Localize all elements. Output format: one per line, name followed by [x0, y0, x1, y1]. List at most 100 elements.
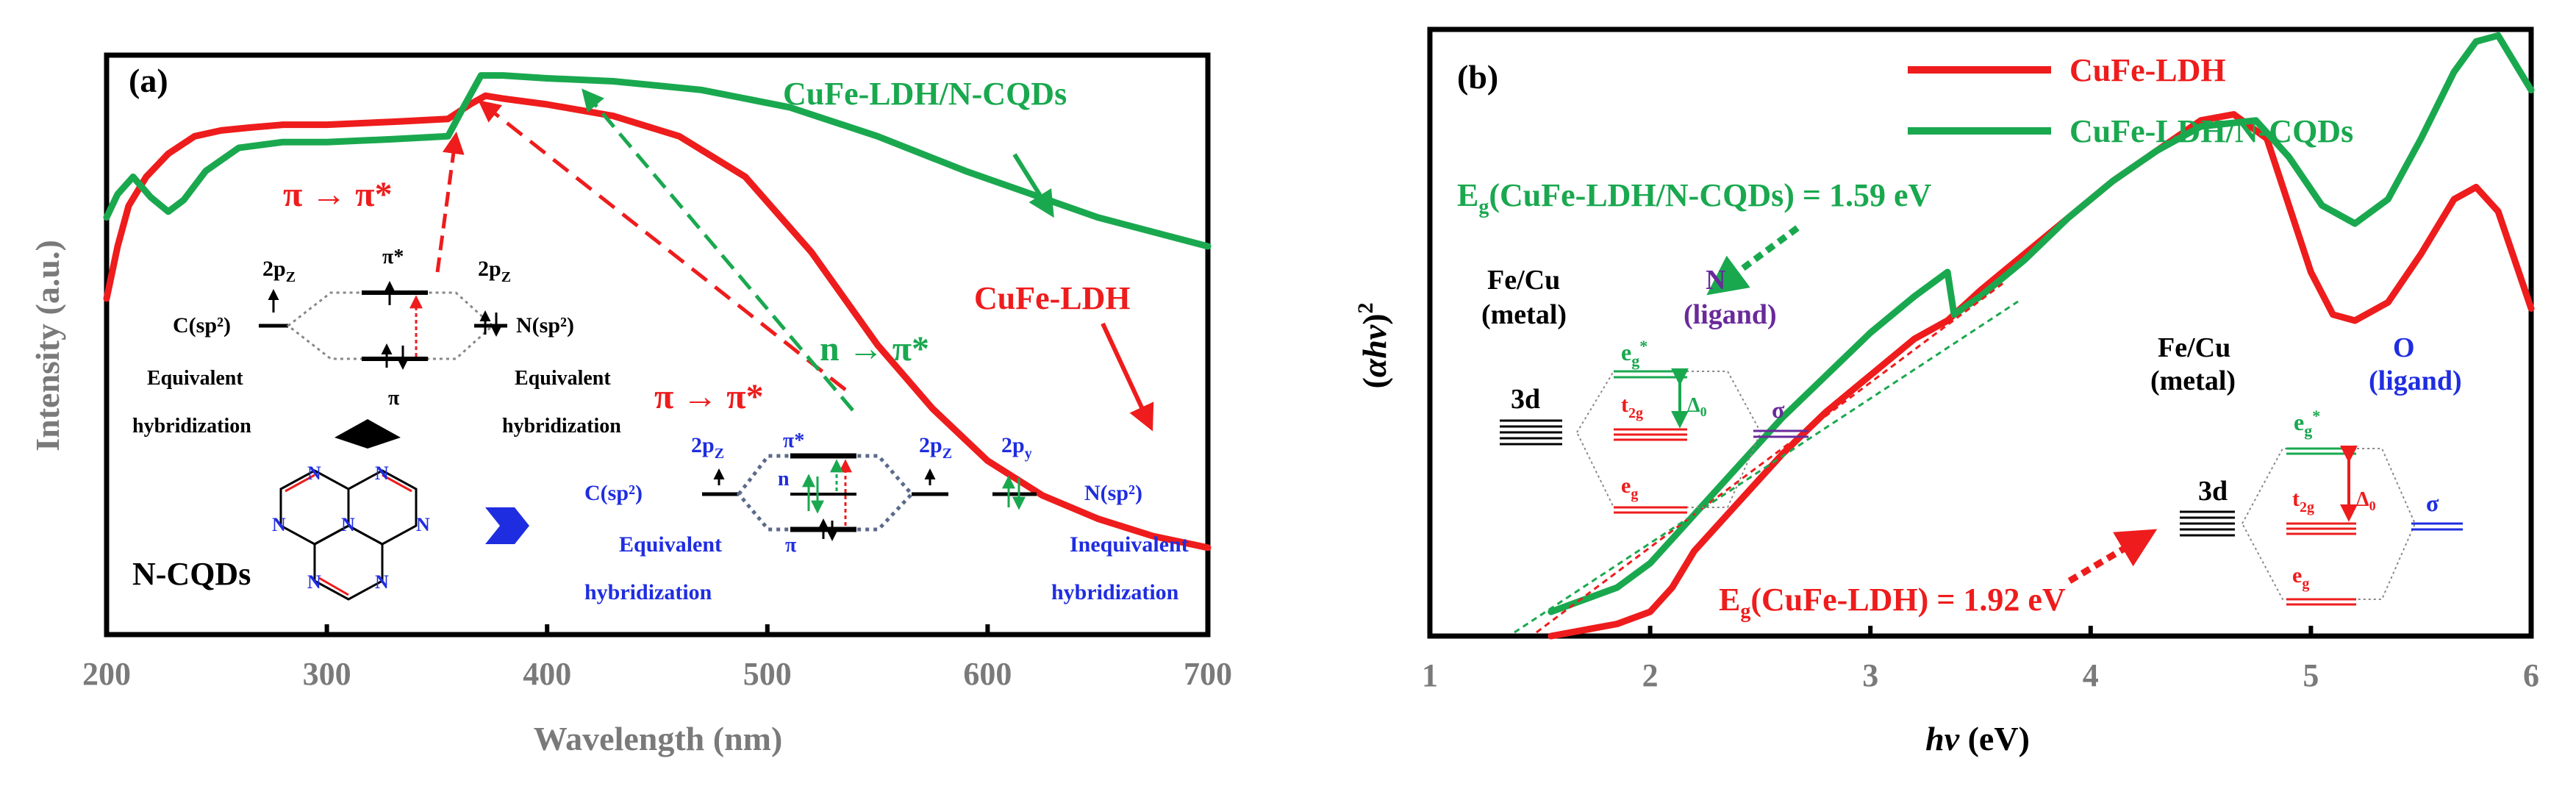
series-b [1548, 32, 2535, 640]
d3-label-1: 3d [1511, 384, 1540, 415]
ligand2-label-1: O [2393, 332, 2415, 363]
legend-b: CuFe-LDH CuFe-LDH/N-CQDs [1908, 52, 2353, 149]
metal2-label-1: Fe/Cu [2158, 332, 2230, 363]
label-green-series-a: CuFe-LDH/N-CQDs [783, 76, 1067, 112]
eg-green-label: Eg(CuFe-LDH/N-CQDs) = 1.59 eV [1457, 177, 1931, 218]
left-2pz: 2pZ [262, 257, 296, 285]
tangent-green [1514, 300, 2019, 634]
x-tick-label: 600 [963, 656, 1012, 692]
ligand1-label-1: N [1706, 265, 1725, 296]
green-dashed-arrow [582, 88, 854, 412]
up-chevron-icon [334, 419, 401, 449]
eg-low-1: eg [1621, 474, 1638, 502]
x-tick-label: 5 [2303, 657, 2319, 693]
metal1-label-2: (metal) [1481, 299, 1567, 330]
label-red-series-a: CuFe-LDH [974, 280, 1131, 316]
sigma-1: σ [1772, 396, 1785, 423]
equiv-left-2: hybridization [132, 415, 251, 438]
x-tick-label: 200 [82, 656, 131, 692]
left-orbital-scheme: C(sp²) 2pZ π* π 2pZ N(sp²) Equivalent hy… [132, 246, 621, 438]
atom-n-6: N [307, 571, 321, 593]
t2g-2: t2g [2292, 487, 2314, 515]
right-2py: 2py [1001, 433, 1032, 462]
right-2pz-left: 2pZ [691, 433, 724, 462]
crystal-field-scheme-o: Fe/Cu (metal) O (ligand) 3d eg* t2g Δ0 e… [2150, 332, 2463, 606]
y-axis-label-a: Intensity (a.u.) [29, 240, 66, 451]
right-pi-star: π* [783, 429, 804, 452]
pi-pi-star-red-1: π → π* [283, 175, 393, 214]
metal2-label-2: (metal) [2150, 365, 2236, 396]
dbl-bond-3 [318, 576, 349, 596]
ligand1-label-2: (ligand) [1684, 299, 1777, 330]
eg-red-label: Eg(CuFe-LDH) = 1.92 eV [1719, 582, 2066, 623]
x-ticks-a: 200 300 400 500 600 700 [82, 624, 1232, 692]
right-equiv-2: hybridization [584, 580, 712, 604]
pi-pi-star-red-2: π → π* [654, 377, 764, 416]
panel-a: 200 300 400 500 600 700 (a) Wavelength (nm) I… [29, 52, 1232, 757]
panel-label-b: (b) [1457, 58, 1498, 96]
sigma-levels-2 [2411, 522, 2463, 531]
arrow-green-legend [1012, 153, 1054, 218]
eg-levels-2 [2286, 598, 2356, 606]
y-axis-label-b: (αhν)2 [1353, 302, 1393, 388]
x-tick-label: 6 [2523, 657, 2539, 693]
left-pi-star: π* [382, 246, 404, 268]
series-line-cufe-ldh-n-cqds [1548, 32, 2535, 615]
crystal-field-scheme-n: Fe/Cu (metal) N (ligand) 3d eg* t2g Δ0 e… [1481, 265, 1808, 514]
x-ticks-b: 1 2 3 4 5 6 [1422, 626, 2539, 693]
left-c-sp2: C(sp²) [173, 313, 231, 338]
scheme2-hexagon [2241, 448, 2416, 600]
d3-levels-1 [1500, 419, 1562, 446]
atom-n-1: N [307, 463, 321, 484]
metal1-label-1: Fe/Cu [1487, 265, 1560, 296]
equiv-right-2: hybridization [502, 415, 621, 438]
d3-levels-2 [2180, 510, 2235, 537]
x-axis-label-b: hν (eV) [1925, 720, 2030, 757]
t2g-levels-2 [2286, 522, 2356, 535]
right-equiv-1: Equivalent [619, 532, 722, 557]
eg-red-arrow [2067, 529, 2158, 584]
series-line-cufe-ldh-n-cqds [103, 72, 1212, 250]
legend-red-label: CuFe-LDH [2069, 52, 2226, 88]
right-inequiv-1: Inequivalent [1070, 532, 1189, 557]
x-tick-label: 300 [303, 656, 351, 692]
left-hexagon [286, 291, 495, 360]
eg-star-levels-1 [1614, 370, 1687, 379]
x-tick-label: 500 [743, 656, 792, 692]
red-dashed-arrow-1 [435, 132, 465, 273]
x-tick-label: 1 [1422, 657, 1438, 693]
t2g-1: t2g [1621, 393, 1643, 421]
atom-n-2: N [375, 463, 389, 484]
legend-green-label: CuFe-LDH/N-CQDs [2069, 113, 2353, 149]
plot-frame-a [104, 52, 1211, 638]
right-2pz: 2pZ [478, 257, 511, 285]
sigma-levels-1 [1753, 429, 1808, 438]
delta-2: Δ0 [2356, 488, 2376, 513]
eg-star-levels-2 [2286, 447, 2356, 455]
sigma-2: σ [2426, 490, 2439, 516]
equiv-left-1: Equivalent [147, 367, 243, 390]
dbl-bond-1 [285, 474, 315, 493]
tangent-red [1536, 282, 2004, 634]
eg-levels-1 [1614, 506, 1687, 514]
delta-1: Δ0 [1687, 394, 1707, 419]
eg-green-arrow [1706, 225, 1800, 296]
panel-label-a: (a) [129, 62, 168, 99]
atom-n-7: N [375, 571, 389, 593]
plot-frame-b [1427, 26, 2534, 639]
right-2pz-right: 2pZ [919, 433, 952, 462]
atom-n-4: N [416, 514, 430, 535]
x-tick-label: 2 [1642, 657, 1659, 693]
eg-low-2: eg [2292, 563, 2309, 592]
arrow-red-legend [1101, 322, 1154, 432]
x-tick-label: 700 [1184, 656, 1232, 692]
right-n-label: n [778, 468, 790, 490]
t2g-levels-1 [1614, 428, 1687, 441]
x-tick-label: 4 [2083, 657, 2099, 693]
eg-star-2: eg* [2294, 407, 2320, 440]
left-n-sp2: N(sp²) [516, 313, 574, 338]
panel-b: 1 2 3 4 5 6 (b) hν (eV) (αhν)2 CuFe-LDH CuFe-… [1353, 26, 2539, 757]
series-a [103, 72, 1212, 551]
eg-star-1: eg* [1621, 337, 1647, 370]
